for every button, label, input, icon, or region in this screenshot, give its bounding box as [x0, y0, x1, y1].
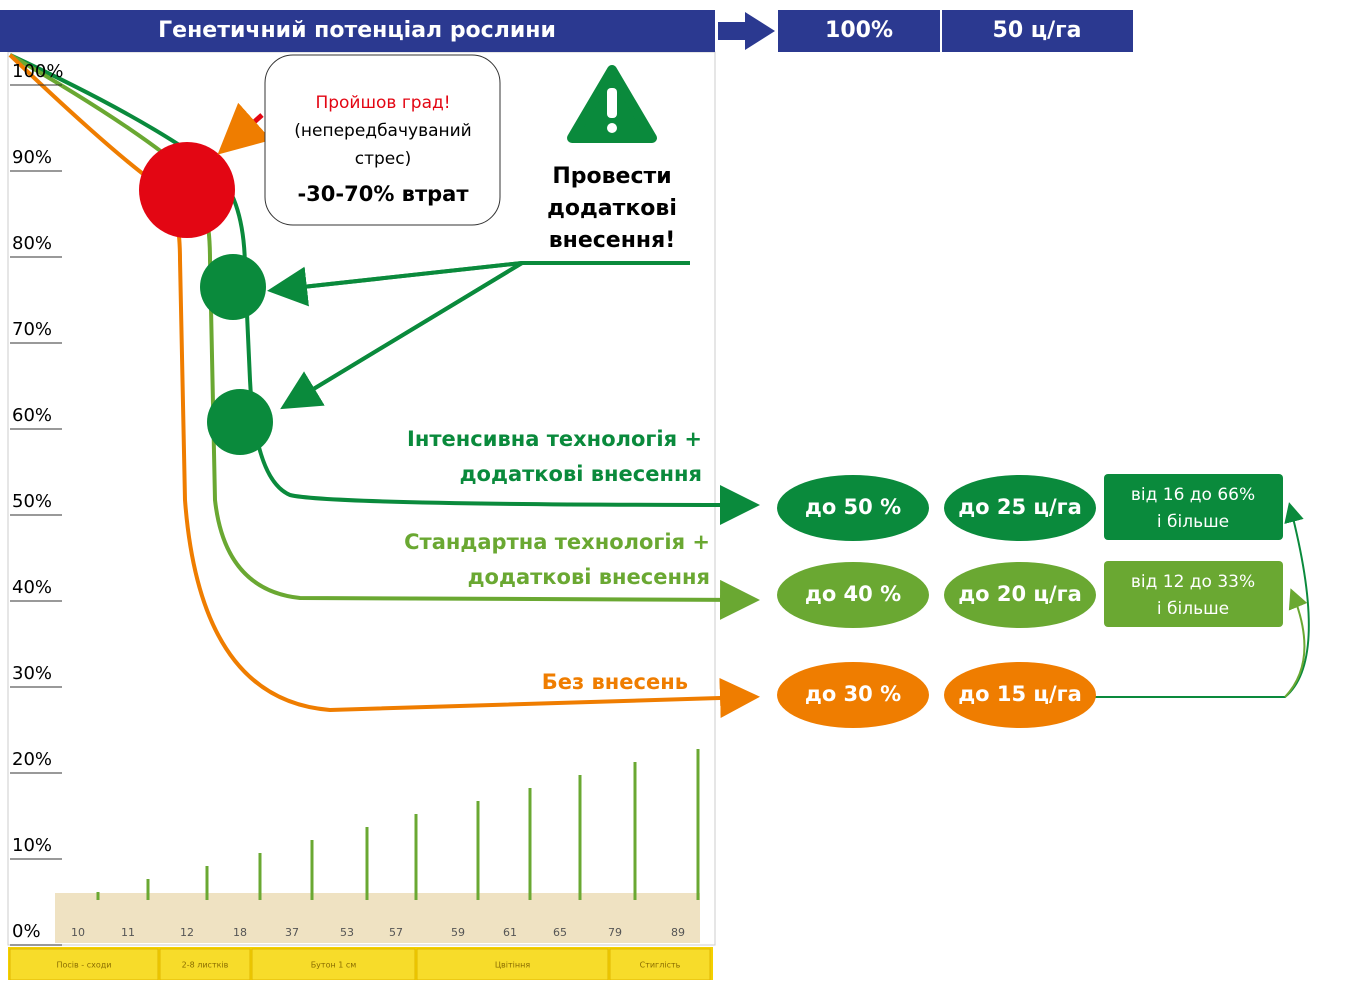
phase-label: Посів - сходи: [57, 961, 112, 970]
header-title: Генетичний потенціал рослини: [158, 18, 556, 43]
y-label: 70%: [12, 319, 52, 340]
callout-loss: -30-70% втрат: [297, 182, 469, 206]
y-label: 40%: [12, 577, 52, 598]
result-yield: до 15 ц/га: [958, 682, 1082, 706]
application-marker: [200, 254, 266, 320]
series-label: додаткові внесення: [460, 462, 702, 486]
y-label: 30%: [12, 663, 52, 684]
callout-text: стрес): [355, 149, 411, 169]
result-percent: до 50 %: [805, 495, 901, 519]
header-percent: 100%: [825, 18, 893, 43]
stage-number: 79: [608, 926, 622, 939]
y-label: 20%: [12, 749, 52, 770]
y-label: 100%: [12, 61, 63, 82]
callout-text: (непередбачуваний: [294, 121, 471, 141]
gain-text: від 12 до 33%: [1131, 572, 1255, 592]
soil: [55, 893, 700, 943]
series-label: Без внесень: [542, 670, 688, 694]
stage-number: 89: [671, 926, 685, 939]
phase-label: Стиглість: [640, 961, 681, 970]
result-percent: до 40 %: [805, 582, 901, 606]
result-yield: до 25 ц/га: [958, 495, 1082, 519]
gain-text: від 16 до 66%: [1131, 485, 1255, 505]
phase-label: Бутон 1 см: [311, 961, 357, 970]
y-label: 10%: [12, 835, 52, 856]
y-label: 0%: [12, 921, 41, 942]
stage-number: 37: [285, 926, 299, 939]
infographic: Генетичний потенціал рослини 100% 50 ц/г…: [0, 0, 1345, 980]
phase-label: Цвітіння: [495, 961, 530, 970]
gain-text: і більше: [1157, 599, 1229, 619]
stage-number: 57: [389, 926, 403, 939]
series-label: додаткові внесення: [468, 565, 710, 589]
header-yield: 50 ц/га: [993, 18, 1082, 43]
header-arrow: [718, 12, 775, 50]
y-label: 60%: [12, 405, 52, 426]
action-text: внесення!: [549, 228, 676, 253]
stage-number: 65: [553, 926, 567, 939]
stage-number: 10: [71, 926, 85, 939]
application-marker: [207, 389, 273, 455]
callout-alert: Пройшов град!: [315, 93, 450, 113]
stage-number: 11: [121, 926, 135, 939]
result-percent: до 30 %: [805, 682, 901, 706]
warning-icon: [607, 88, 617, 118]
gain-connector: [1285, 592, 1304, 697]
stage-number: 53: [340, 926, 354, 939]
stage-number: 61: [503, 926, 517, 939]
stage-number: 18: [233, 926, 247, 939]
action-text: Провести: [552, 164, 671, 189]
result-yield: до 20 ц/га: [958, 582, 1082, 606]
y-label: 90%: [12, 147, 52, 168]
warning-icon: [607, 123, 617, 133]
stage-number: 59: [451, 926, 465, 939]
gain-text: і більше: [1157, 512, 1229, 532]
action-text: додаткові: [547, 196, 677, 221]
hail-marker: [139, 142, 235, 238]
y-label: 50%: [12, 491, 52, 512]
page: Генетичний потенціал рослини 100% 50 ц/г…: [0, 0, 1345, 980]
stage-number: 12: [180, 926, 194, 939]
series-label: Стандартна технологія +: [404, 530, 710, 554]
y-label: 80%: [12, 233, 52, 254]
series-label: Інтенсивна технологія +: [407, 427, 702, 451]
phase-label: 2-8 листків: [182, 961, 229, 970]
